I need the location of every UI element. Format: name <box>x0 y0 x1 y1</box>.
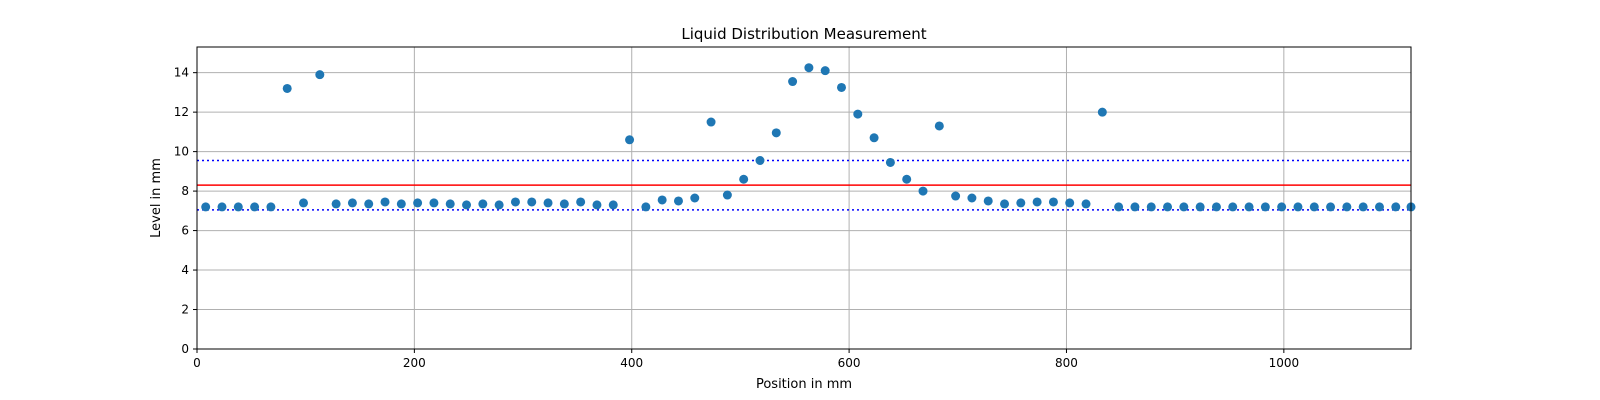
data-point <box>1048 197 1058 207</box>
data-point <box>299 198 309 208</box>
y-tick-label: 12 <box>174 105 189 119</box>
data-point <box>788 77 798 87</box>
data-point <box>217 202 227 212</box>
data-point <box>347 198 357 208</box>
x-axis-label: Position in mm <box>756 377 852 392</box>
data-point <box>804 63 814 73</box>
data-point <box>1211 202 1221 212</box>
reference-lines <box>197 159 1411 211</box>
data-point <box>413 198 423 208</box>
data-point <box>266 202 276 212</box>
data-point <box>576 197 586 207</box>
data-point <box>331 199 341 209</box>
data-point <box>559 199 569 209</box>
data-point <box>1342 202 1352 212</box>
data-point <box>1000 199 1010 209</box>
data-point <box>885 157 895 167</box>
data-point <box>1309 202 1319 212</box>
data-point <box>820 66 830 76</box>
data-point <box>1179 202 1189 212</box>
data-point <box>1244 202 1254 212</box>
data-point <box>380 197 390 207</box>
data-point <box>722 190 732 200</box>
data-point <box>853 109 863 119</box>
y-tick-label: 4 <box>181 263 189 277</box>
data-point <box>201 202 211 212</box>
data-points <box>201 63 1416 212</box>
data-point <box>1032 197 1042 207</box>
data-point <box>1195 202 1205 212</box>
data-point <box>478 199 488 209</box>
data-point <box>673 196 683 206</box>
data-point <box>739 174 749 184</box>
data-point <box>1097 107 1107 117</box>
data-point <box>918 186 928 196</box>
data-point <box>282 83 292 93</box>
x-tick-label: 400 <box>620 356 643 370</box>
data-point <box>527 197 537 207</box>
data-point <box>250 202 260 212</box>
data-point <box>1326 202 1336 212</box>
data-point <box>608 200 618 210</box>
y-tick-label: 2 <box>181 303 189 317</box>
data-point <box>1146 202 1156 212</box>
data-point <box>625 135 635 145</box>
data-point <box>983 196 993 206</box>
data-point <box>543 198 553 208</box>
data-point <box>1081 199 1091 209</box>
data-point <box>1016 198 1026 208</box>
data-point <box>836 82 846 92</box>
y-axis-ticks: 0 2 4 6 8 10 12 14 <box>174 66 197 356</box>
data-point <box>1163 202 1173 212</box>
y-tick-label: 8 <box>181 184 189 198</box>
data-point <box>1293 202 1303 212</box>
data-point <box>396 199 406 209</box>
x-tick-label: 200 <box>403 356 426 370</box>
data-point <box>445 199 455 209</box>
x-tick-label: 600 <box>838 356 861 370</box>
data-point <box>934 121 944 131</box>
data-point <box>902 174 912 184</box>
data-point <box>706 117 716 127</box>
data-point <box>1358 202 1368 212</box>
x-axis-ticks: 0 200 400 600 800 1000 <box>193 349 1299 370</box>
data-point <box>657 195 667 205</box>
x-tick-label: 1000 <box>1269 356 1300 370</box>
y-tick-label: 6 <box>181 224 189 238</box>
y-tick-label: 10 <box>174 145 189 159</box>
data-point <box>233 202 243 212</box>
y-axis-label: Level in mm <box>149 158 164 238</box>
data-point <box>315 70 325 80</box>
x-tick-label: 800 <box>1055 356 1078 370</box>
plot-frame <box>196 46 1412 350</box>
chart-title: Liquid Distribution Measurement <box>681 25 926 43</box>
data-point <box>1374 202 1384 212</box>
data-point <box>494 200 504 210</box>
y-tick-label: 14 <box>174 66 189 80</box>
data-point <box>755 155 765 165</box>
x-tick-label: 0 <box>193 356 201 370</box>
data-point <box>1260 202 1270 212</box>
data-point <box>1228 202 1238 212</box>
data-point <box>592 200 602 210</box>
data-point <box>690 193 700 203</box>
data-point <box>429 198 439 208</box>
data-point <box>771 128 781 138</box>
data-point <box>967 193 977 203</box>
data-point <box>1277 202 1287 212</box>
y-tick-label: 0 <box>181 342 189 356</box>
data-point <box>951 191 961 201</box>
data-point <box>641 202 651 212</box>
data-point <box>364 199 374 209</box>
data-point <box>869 133 879 143</box>
data-point <box>1391 202 1401 212</box>
data-point <box>1130 202 1140 212</box>
data-point <box>510 197 520 207</box>
data-point <box>1114 202 1124 212</box>
grid <box>196 47 1411 350</box>
data-point <box>1065 198 1075 208</box>
data-point <box>462 200 472 210</box>
